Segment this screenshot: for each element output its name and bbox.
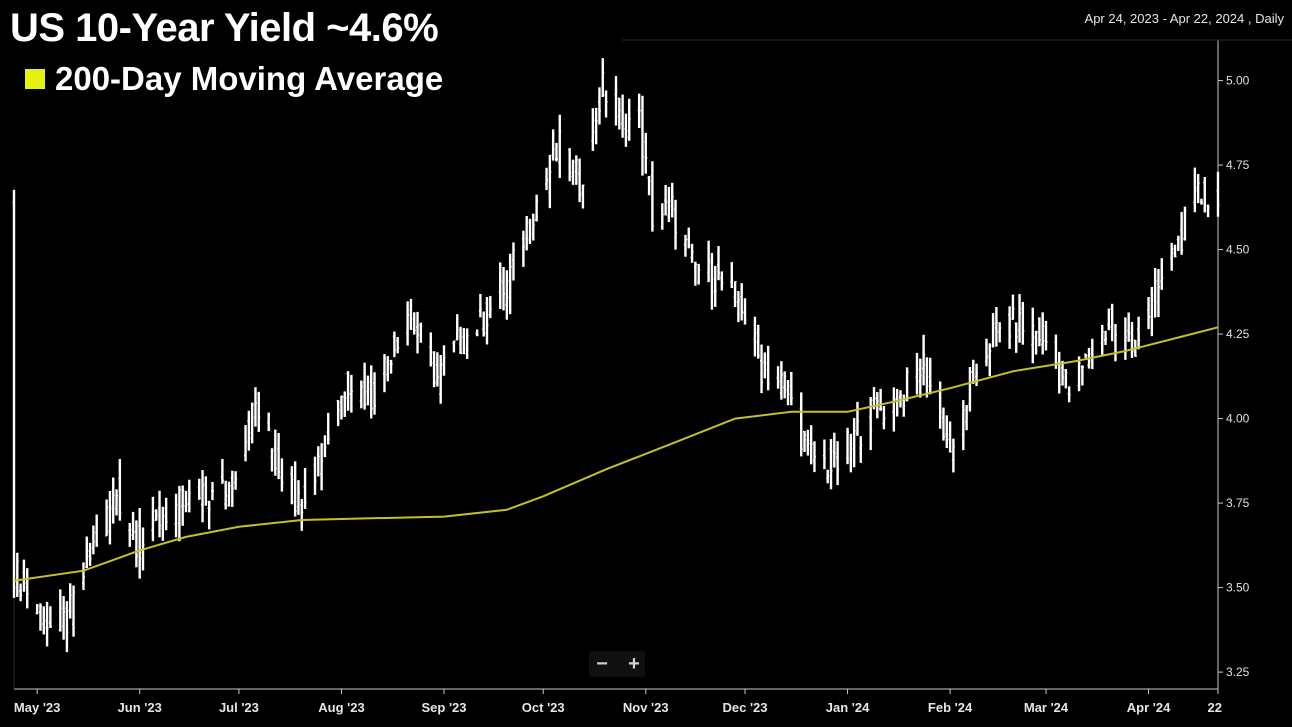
moving-average-layer [13, 326, 1219, 582]
x-tick-label: Oct '23 [522, 700, 565, 715]
x-tick-label: Apr '24 [1127, 700, 1171, 715]
zoom-controls-bg [589, 651, 645, 677]
x-tick-label: Sep '23 [421, 700, 466, 715]
y-tick-label: 3.75 [1226, 496, 1250, 510]
y-tick-label: 4.75 [1226, 158, 1250, 172]
legend-swatch [25, 69, 45, 89]
zoom-controls[interactable]: − + [589, 651, 645, 677]
axes: 3.25 3.50 3.75 4.00 4.25 4.50 4.75 5.00 May '23 J… [13, 39, 1292, 715]
y-tick-label: 5.00 [1226, 74, 1250, 88]
y-tick-label: 3.50 [1226, 581, 1250, 595]
y-tick-label: 4.50 [1226, 243, 1250, 257]
x-tick-label: Nov '23 [623, 700, 669, 715]
yield-bars [12, 58, 1220, 653]
x-tick-label: Feb '24 [928, 700, 973, 715]
x-tick-label: Jun '23 [118, 700, 162, 715]
date-range-label: Apr 24, 2023 - Apr 22, 2024 , Daily [1084, 11, 1284, 26]
x-tick-label: Jul '23 [219, 700, 259, 715]
x-tick-label: Aug '23 [318, 700, 364, 715]
zoom-in-button[interactable]: + [628, 653, 640, 675]
chart-title: US 10-Year Yield ~4.6% [10, 6, 439, 50]
y-tick-label: 3.25 [1226, 665, 1250, 679]
zoom-out-button[interactable]: − [596, 653, 608, 675]
x-tick-label: Dec '23 [722, 700, 767, 715]
y-tick-label: 4.00 [1226, 412, 1250, 426]
x-tick-label: May '23 [14, 700, 60, 715]
legend: 200-Day Moving Average [25, 60, 443, 98]
y-tick-label: 4.25 [1226, 327, 1250, 341]
x-tick-label: 22 [1208, 700, 1222, 715]
legend-label: 200-Day Moving Average [55, 60, 444, 97]
x-tick-label: Jan '24 [826, 700, 870, 715]
moving-average-line [13, 326, 1219, 582]
x-tick-label: Mar '24 [1024, 700, 1069, 715]
